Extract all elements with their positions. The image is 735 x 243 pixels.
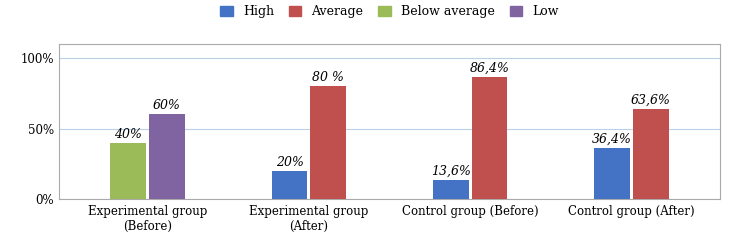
Text: 40%: 40% [114, 128, 142, 141]
Legend: High, Average, Below average, Low: High, Average, Below average, Low [215, 0, 564, 23]
Text: 86,4%: 86,4% [470, 62, 509, 75]
Bar [110, 143, 146, 199]
Text: 13,6%: 13,6% [431, 165, 471, 178]
Bar [472, 77, 507, 199]
Text: 60%: 60% [153, 99, 181, 112]
Bar [633, 109, 669, 199]
Text: 63,6%: 63,6% [631, 94, 671, 107]
Bar [149, 114, 184, 199]
Text: 36,4%: 36,4% [592, 133, 632, 146]
Text: 20%: 20% [276, 156, 304, 169]
Bar [433, 180, 469, 199]
Bar [272, 171, 307, 199]
Text: 80 %: 80 % [312, 71, 344, 84]
Bar [310, 86, 346, 199]
Bar [595, 148, 630, 199]
